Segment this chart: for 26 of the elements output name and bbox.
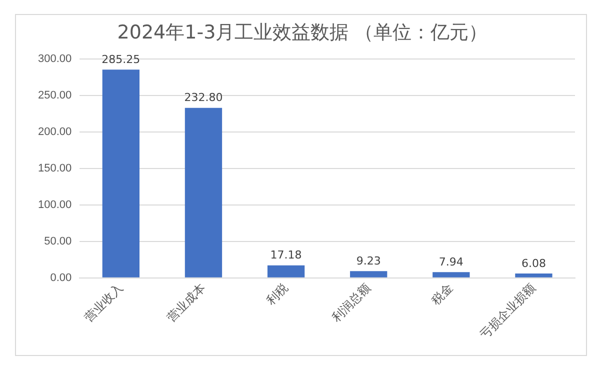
x-tick-label: 营业成本 <box>164 280 208 324</box>
data-label: 9.23 <box>356 254 381 268</box>
y-tick-label: 100.00 <box>38 198 72 211</box>
data-label: 7.94 <box>438 255 464 268</box>
data-label: 285.25 <box>102 52 140 66</box>
data-label: 17.18 <box>270 248 302 262</box>
bar <box>432 272 470 278</box>
x-tick-label: 税金 <box>428 280 456 308</box>
y-tick-label: 0.00 <box>50 272 72 284</box>
bar <box>350 271 388 278</box>
bar <box>267 265 305 278</box>
x-tick-label: 营业收入 <box>82 280 126 324</box>
chart-title: 2024年1-3月工业效益数据 （单位：亿元） <box>117 21 488 44</box>
y-tick-label: 50.00 <box>44 235 72 248</box>
data-label: 6.08 <box>521 256 546 270</box>
bar <box>184 108 222 278</box>
bar <box>515 273 552 278</box>
y-tick-label: 150.00 <box>38 162 72 174</box>
x-tick-label: 亏损企业损额 <box>477 280 538 342</box>
x-tick-label: 利润总额 <box>329 280 374 324</box>
y-tick-label: 300.00 <box>38 52 72 65</box>
y-tick-label: 250.00 <box>38 89 72 102</box>
data-label: 232.80 <box>184 91 223 104</box>
x-tick-label: 利税 <box>264 280 291 308</box>
y-tick-label: 200.00 <box>38 126 72 138</box>
bar <box>102 70 140 278</box>
